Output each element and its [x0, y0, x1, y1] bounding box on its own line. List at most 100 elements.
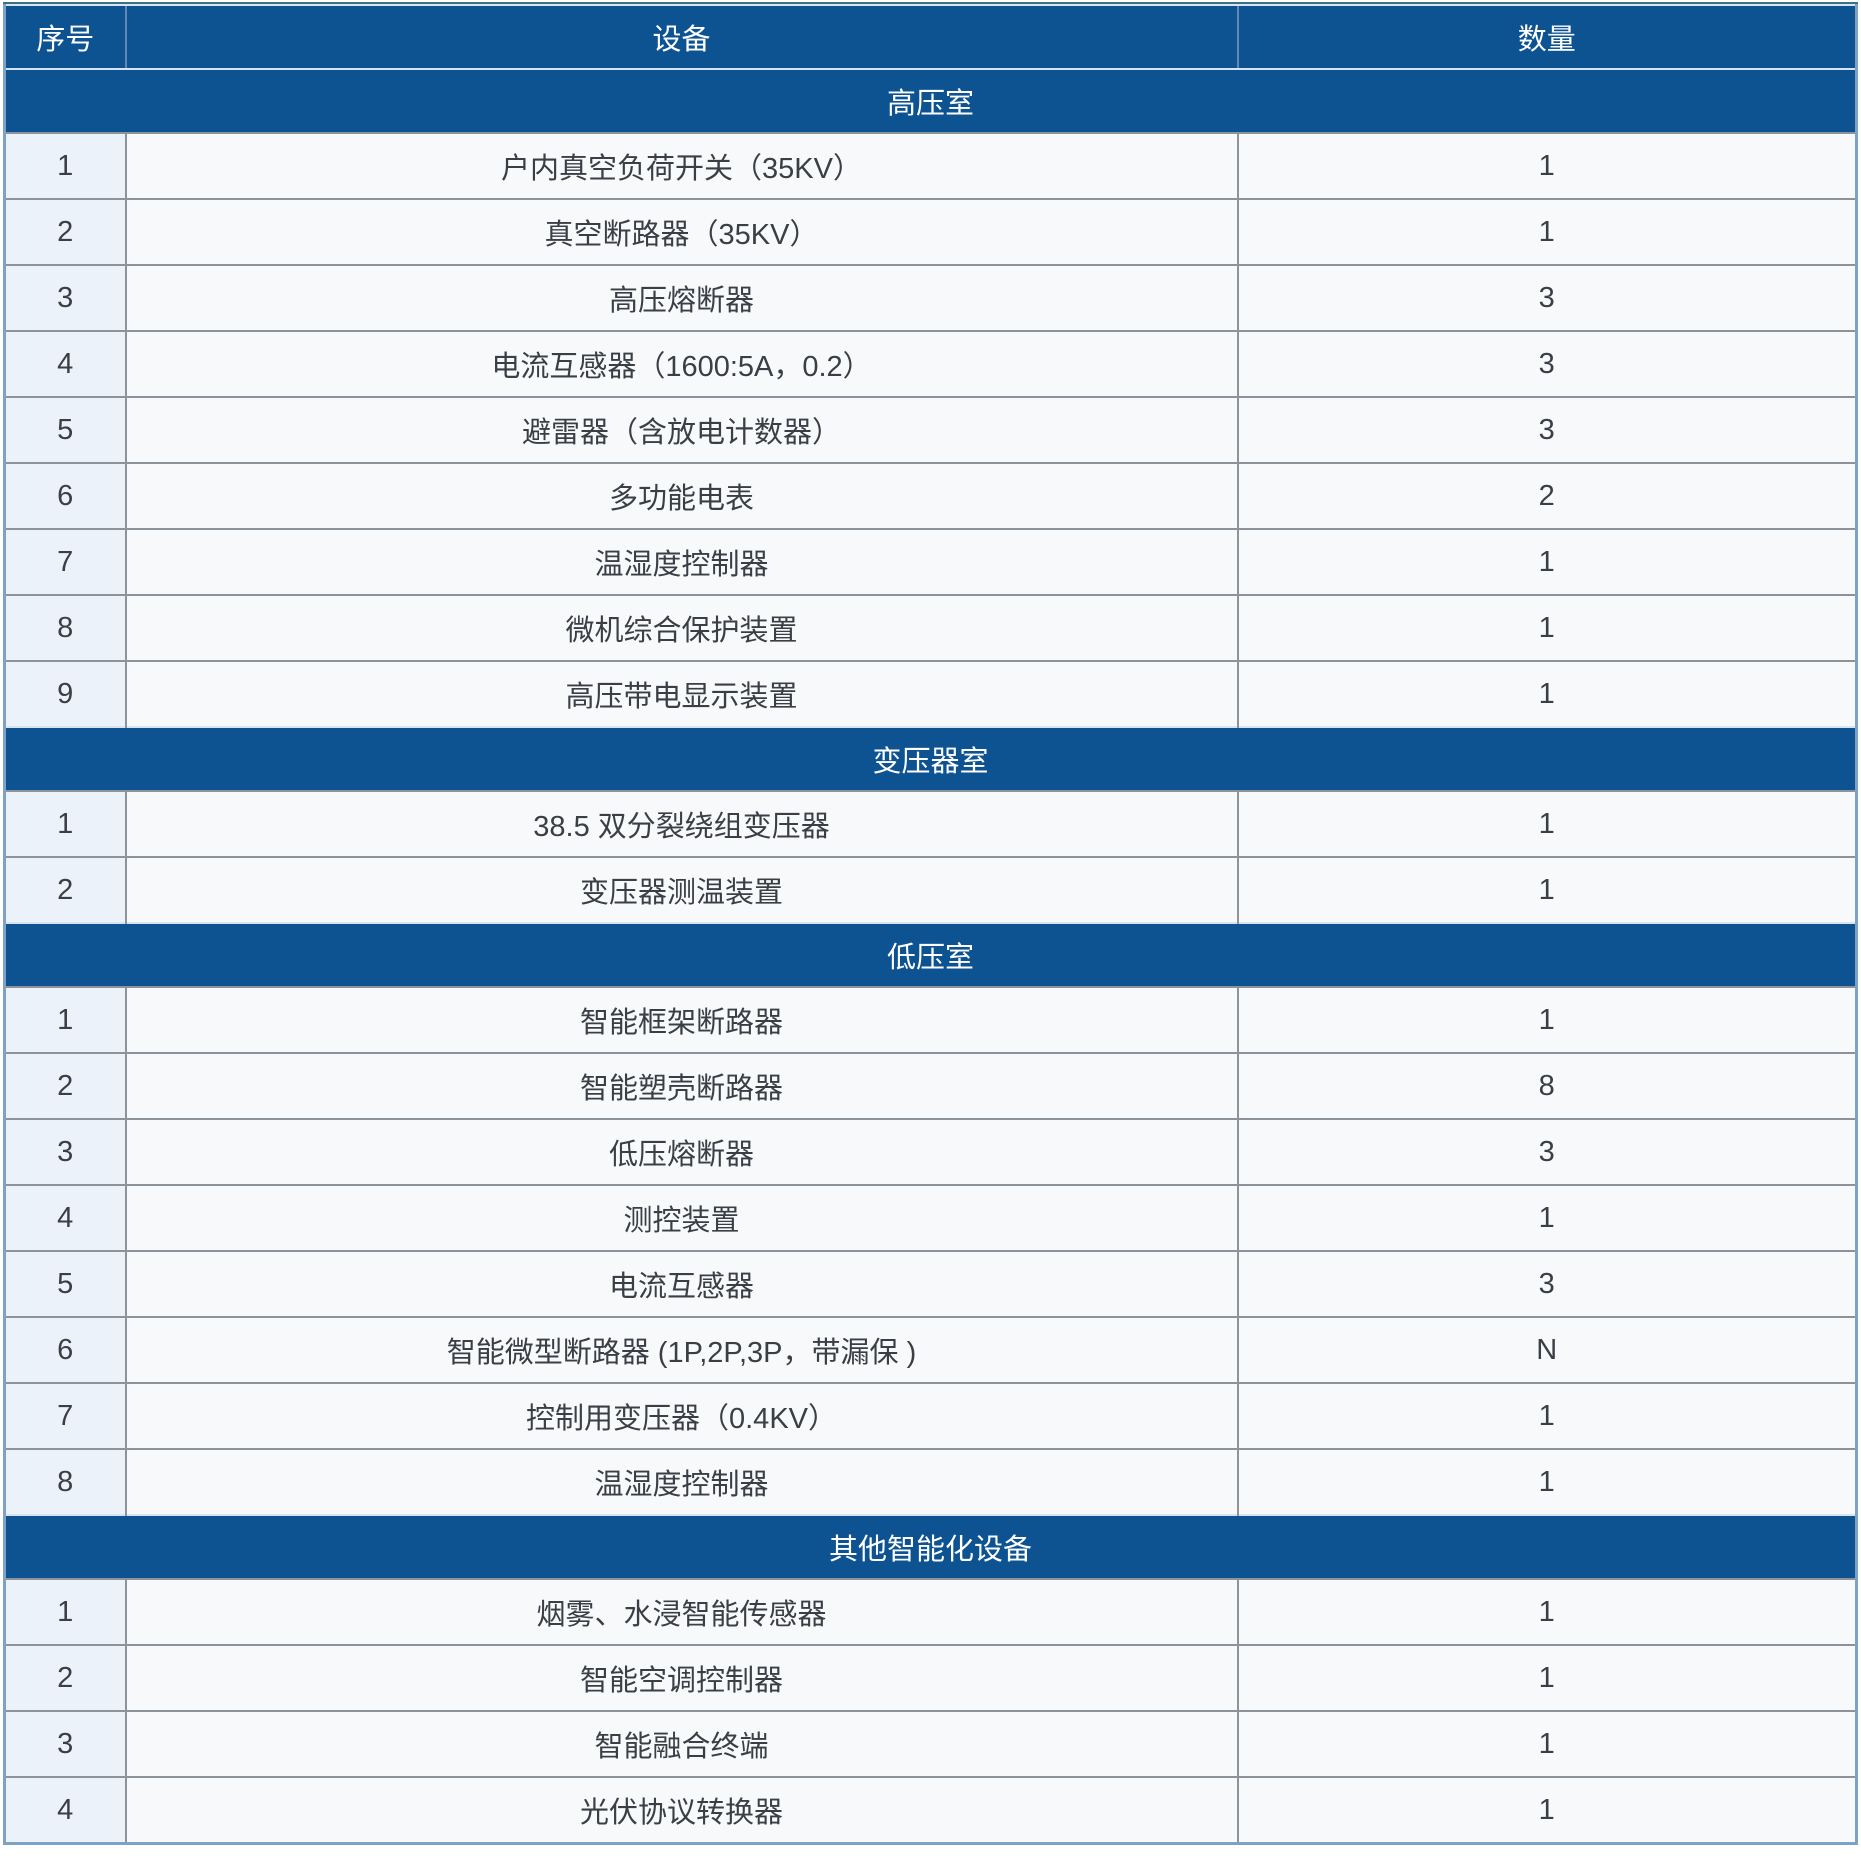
quantity: 3 [1236, 1250, 1857, 1317]
quantity: 1 [1236, 660, 1857, 727]
quantity: 1 [1236, 1382, 1857, 1449]
row-index: 5 [4, 396, 126, 463]
table-row: 4 测控装置 1 [4, 1184, 1857, 1251]
quantity: 1 [1236, 856, 1857, 923]
equipment-name: 测控装置 [124, 1184, 1238, 1251]
table-row: 7 温湿度控制器 1 [4, 528, 1857, 595]
column-header-device: 设备 [124, 4, 1238, 70]
equipment-name: 避雷器（含放电计数器） [124, 396, 1238, 463]
row-index: 7 [4, 1382, 126, 1449]
quantity: 1 [1236, 1184, 1857, 1251]
row-index: 3 [4, 264, 126, 331]
quantity: 1 [1236, 790, 1857, 857]
table-row: 4 电流互感器（1600:5A，0.2） 3 [4, 330, 1857, 397]
quantity: 8 [1236, 1052, 1857, 1119]
equipment-name: 智能塑壳断路器 [124, 1052, 1238, 1119]
table-row: 9 高压带电显示装置 1 [4, 660, 1857, 727]
row-index: 1 [4, 1578, 126, 1645]
section-title: 其他智能化设备 [4, 1514, 1857, 1579]
row-index: 2 [4, 856, 126, 923]
quantity: 1 [1236, 528, 1857, 595]
quantity: 1 [1236, 1644, 1857, 1711]
equipment-name: 高压带电显示装置 [124, 660, 1238, 727]
quantity: 3 [1236, 330, 1857, 397]
row-index: 2 [4, 1052, 126, 1119]
column-header-quantity: 数量 [1236, 4, 1857, 70]
row-index: 3 [4, 1118, 126, 1185]
table-row: 6 智能微型断路器 (1P,2P,3P，带漏保 ) N [4, 1316, 1857, 1383]
quantity: 1 [1236, 1578, 1857, 1645]
row-index: 5 [4, 1250, 126, 1317]
section-row: 高压室 [4, 68, 1857, 133]
quantity: N [1236, 1316, 1857, 1383]
equipment-name: 光伏协议转换器 [124, 1776, 1238, 1844]
quantity: 1 [1236, 198, 1857, 265]
table-row: 2 智能塑壳断路器 8 [4, 1052, 1857, 1119]
table-row: 1 38.5 双分裂绕组变压器 1 [4, 790, 1857, 857]
quantity: 1 [1236, 594, 1857, 661]
header-row: 序号 设备 数量 [4, 4, 1857, 70]
section-row: 变压器室 [4, 726, 1857, 791]
column-header-index: 序号 [4, 4, 126, 70]
equipment-table-body: 高压室 1 户内真空负荷开关（35KV） 1 2 真空断路器（35KV） 1 3 高压熔断器 3 4… [4, 68, 1857, 1844]
row-index: 4 [4, 330, 126, 397]
table-row: 5 避雷器（含放电计数器） 3 [4, 396, 1857, 463]
equipment-table: 序号 设备 数量 高压室 1 户内真空负荷开关（35KV） 1 2 真空断路器（35KV）… [3, 4, 1858, 1845]
equipment-table-wrap: 序号 设备 数量 高压室 1 户内真空负荷开关（35KV） 1 2 真空断路器（35KV）… [3, 2, 1858, 1845]
row-index: 6 [4, 462, 126, 529]
equipment-name: 电流互感器（1600:5A，0.2） [124, 330, 1238, 397]
table-row: 1 烟雾、水浸智能传感器 1 [4, 1578, 1857, 1645]
table-row: 1 户内真空负荷开关（35KV） 1 [4, 132, 1857, 199]
equipment-name: 智能融合终端 [124, 1710, 1238, 1777]
section-title: 高压室 [4, 68, 1857, 133]
equipment-name: 烟雾、水浸智能传感器 [124, 1578, 1238, 1645]
equipment-name: 智能空调控制器 [124, 1644, 1238, 1711]
equipment-name: 真空断路器（35KV） [124, 198, 1238, 265]
row-index: 6 [4, 1316, 126, 1383]
row-index: 1 [4, 132, 126, 199]
row-index: 1 [4, 986, 126, 1053]
row-index: 2 [4, 198, 126, 265]
table-row: 2 变压器测温装置 1 [4, 856, 1857, 923]
row-index: 8 [4, 1448, 126, 1515]
equipment-name: 智能框架断路器 [124, 986, 1238, 1053]
table-row: 7 控制用变压器（0.4KV） 1 [4, 1382, 1857, 1449]
equipment-name: 温湿度控制器 [124, 528, 1238, 595]
equipment-name: 微机综合保护装置 [124, 594, 1238, 661]
row-index: 1 [4, 790, 126, 857]
table-row: 2 真空断路器（35KV） 1 [4, 198, 1857, 265]
table-row: 1 智能框架断路器 1 [4, 986, 1857, 1053]
quantity: 1 [1236, 1776, 1857, 1844]
equipment-name: 温湿度控制器 [124, 1448, 1238, 1515]
row-index: 4 [4, 1184, 126, 1251]
quantity: 3 [1236, 264, 1857, 331]
table-row: 3 高压熔断器 3 [4, 264, 1857, 331]
equipment-name: 高压熔断器 [124, 264, 1238, 331]
section-title: 低压室 [4, 922, 1857, 987]
quantity: 1 [1236, 1710, 1857, 1777]
table-row: 5 电流互感器 3 [4, 1250, 1857, 1317]
table-row: 8 微机综合保护装置 1 [4, 594, 1857, 661]
equipment-name: 户内真空负荷开关（35KV） [124, 132, 1238, 199]
table-row: 2 智能空调控制器 1 [4, 1644, 1857, 1711]
section-title: 变压器室 [4, 726, 1857, 791]
quantity: 1 [1236, 132, 1857, 199]
quantity: 2 [1236, 462, 1857, 529]
quantity: 3 [1236, 1118, 1857, 1185]
row-index: 3 [4, 1710, 126, 1777]
equipment-name: 38.5 双分裂绕组变压器 [124, 790, 1238, 857]
row-index: 9 [4, 660, 126, 727]
equipment-name: 电流互感器 [124, 1250, 1238, 1317]
table-row: 8 温湿度控制器 1 [4, 1448, 1857, 1515]
quantity: 3 [1236, 396, 1857, 463]
equipment-name: 智能微型断路器 (1P,2P,3P，带漏保 ) [124, 1316, 1238, 1383]
equipment-name: 低压熔断器 [124, 1118, 1238, 1185]
section-row: 其他智能化设备 [4, 1514, 1857, 1579]
row-index: 4 [4, 1776, 126, 1844]
equipment-name: 控制用变压器（0.4KV） [124, 1382, 1238, 1449]
equipment-name: 变压器测温装置 [124, 856, 1238, 923]
quantity: 1 [1236, 986, 1857, 1053]
table-row: 4 光伏协议转换器 1 [4, 1776, 1857, 1844]
quantity: 1 [1236, 1448, 1857, 1515]
table-row: 6 多功能电表 2 [4, 462, 1857, 529]
